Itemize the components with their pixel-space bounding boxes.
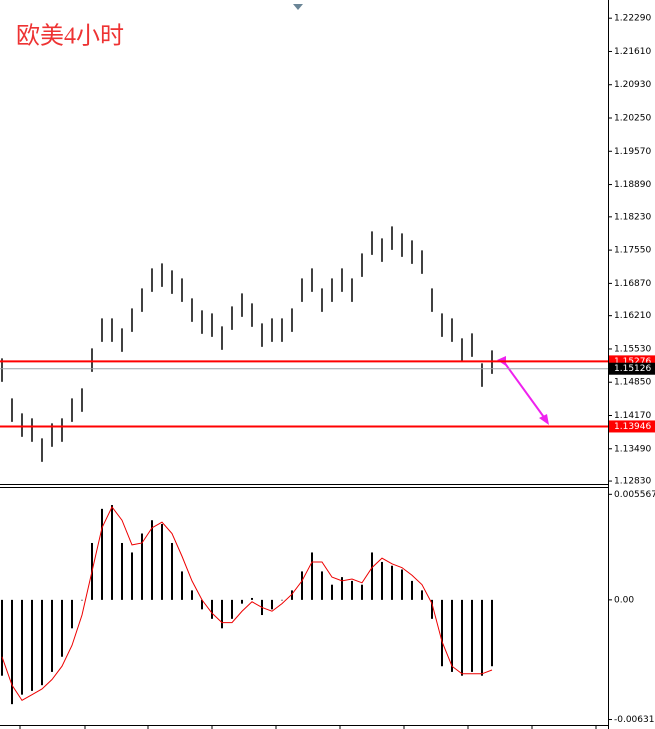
histogram-bar [341, 577, 343, 600]
histogram-bar [161, 524, 163, 600]
histogram-bar [411, 580, 413, 600]
y-tick-label: 0.00 [614, 595, 634, 605]
y-tick-label: 1.17550 [614, 246, 651, 256]
x-ticks [19, 725, 597, 729]
histogram-bar [141, 533, 143, 600]
histogram-bar [181, 571, 183, 600]
histogram-bar [121, 542, 123, 600]
shift-marker [293, 4, 303, 10]
y-tick-label: 1.14850 [614, 378, 651, 388]
histogram-bar [451, 599, 453, 672]
histogram-bar [81, 599, 83, 601]
histogram-bar [311, 552, 313, 600]
signal-line [1, 506, 493, 702]
histogram-bar [131, 552, 133, 600]
y-tick-label: 1.18230 [614, 212, 651, 222]
histogram-bar [301, 571, 303, 600]
level-label: 1.13946 [614, 422, 651, 432]
histogram-bar [211, 599, 213, 619]
histogram-bar [21, 599, 23, 695]
histogram-bar [281, 599, 283, 601]
level-label: 1.15126 [614, 364, 651, 374]
histogram-bar [351, 580, 353, 600]
histogram-bar [471, 599, 473, 672]
y-tick-label: 0.005567 [614, 490, 655, 500]
histogram-bar [71, 599, 73, 629]
histogram-bar [461, 599, 463, 676]
y-tick-label: 1.20250 [614, 114, 651, 124]
level-label-box [609, 420, 655, 433]
histogram-bar [361, 584, 363, 600]
histogram-bar [331, 584, 333, 600]
y-tick-label: -0.006311 [614, 715, 655, 725]
histogram-bar [291, 590, 293, 600]
histogram-bar [231, 599, 233, 619]
histogram-bar [371, 552, 373, 600]
y-tick-label: 1.16870 [614, 279, 651, 289]
histogram-bar [421, 590, 423, 600]
histogram-bar [41, 599, 43, 686]
histogram-bar [61, 599, 63, 657]
y-tick-label: 1.20930 [614, 80, 651, 90]
y-tick-label: 1.15530 [614, 344, 651, 354]
histogram-bar [441, 599, 443, 667]
histogram-bar [201, 599, 203, 610]
histogram-bar [101, 508, 103, 600]
histogram-bar [31, 599, 33, 691]
level-label-box [609, 362, 655, 375]
y-tick-label: 1.18890 [614, 180, 651, 190]
histogram-bar [401, 569, 403, 600]
histogram-bar [51, 599, 53, 672]
histogram-bar [271, 599, 273, 610]
y-tick-label: 1.13490 [614, 444, 651, 454]
histogram-bar [11, 599, 13, 705]
histogram-bar [491, 599, 493, 667]
y-tick-label: 1.12830 [614, 477, 651, 487]
histogram-bar [151, 520, 153, 600]
y-tick-label: 1.19570 [614, 147, 651, 157]
level-label: 1.15276 [614, 357, 651, 367]
histogram-bar [241, 599, 243, 604]
histogram-bar [171, 542, 173, 600]
histogram-bar [111, 505, 113, 600]
y-tick-label: 1.22290 [614, 14, 651, 24]
histogram-bar [321, 571, 323, 600]
y-tick-label: 1.21610 [614, 47, 651, 57]
y-tick-label: 1.16210 [614, 311, 651, 321]
histogram-bar [481, 599, 483, 676]
histogram-bar [381, 561, 383, 600]
histogram-bar [221, 599, 223, 629]
histogram-bar [1, 599, 3, 676]
histogram-bar [191, 590, 193, 600]
histogram-bar [431, 599, 433, 619]
y-tick-label: 1.14170 [614, 411, 651, 421]
chart-title: 欧美4小时 [16, 23, 124, 50]
histogram-bar [391, 565, 393, 600]
histogram-bar [251, 597, 253, 600]
